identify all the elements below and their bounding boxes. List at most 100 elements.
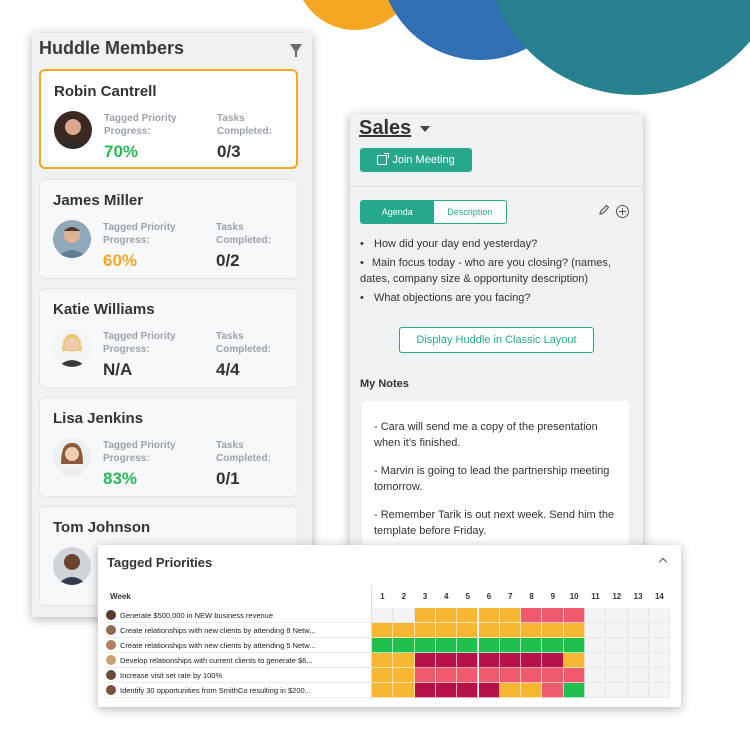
member-card-katie-williams[interactable]: Katie Williams Tagged Priority Progress: … — [39, 288, 298, 388]
priority-cell[interactable] — [563, 638, 585, 653]
filter-icon[interactable] — [290, 43, 302, 57]
priority-cell[interactable] — [563, 668, 585, 683]
priority-cell[interactable] — [563, 683, 585, 698]
chevron-down-icon[interactable] — [420, 126, 430, 132]
tab-agenda[interactable]: Agenda — [361, 201, 434, 223]
priority-row[interactable]: Create relationships with new clients by… — [106, 623, 366, 637]
priority-cell[interactable] — [478, 653, 500, 668]
priority-cell[interactable] — [457, 623, 479, 638]
priority-cell[interactable] — [542, 683, 564, 698]
priority-cell[interactable] — [478, 638, 500, 653]
chevron-up-icon[interactable] — [658, 557, 668, 567]
priority-cell[interactable] — [372, 683, 394, 698]
priority-cell[interactable] — [435, 623, 458, 638]
priority-cell[interactable] — [606, 653, 628, 668]
priority-cell[interactable] — [414, 638, 436, 653]
priority-cell[interactable] — [606, 608, 628, 623]
pencil-icon[interactable] — [598, 204, 610, 216]
priority-cell[interactable] — [393, 638, 415, 653]
join-meeting-button[interactable]: Join Meeting — [360, 148, 472, 172]
priority-cell[interactable] — [542, 608, 564, 623]
priority-cell[interactable] — [478, 683, 500, 698]
member-card-robin-cantrell[interactable]: Robin Cantrell Tagged Priority Progress: … — [39, 69, 298, 169]
priority-cell[interactable] — [585, 653, 607, 668]
priority-cell[interactable] — [414, 683, 436, 698]
priority-cell[interactable] — [435, 638, 458, 653]
priority-cell[interactable] — [585, 683, 607, 698]
priority-cell[interactable] — [372, 608, 394, 623]
priority-cell[interactable] — [606, 638, 628, 653]
priority-cell[interactable] — [414, 623, 436, 638]
priority-cell[interactable] — [542, 653, 564, 668]
priority-cell[interactable] — [499, 653, 522, 668]
priority-cell[interactable] — [648, 683, 671, 698]
priority-cell[interactable] — [585, 638, 607, 653]
priority-cell[interactable] — [606, 668, 628, 683]
priority-cell[interactable] — [606, 623, 628, 638]
priority-cell[interactable] — [435, 653, 458, 668]
priority-cell[interactable] — [372, 653, 394, 668]
priority-cell[interactable] — [648, 608, 671, 623]
priority-cell[interactable] — [478, 623, 500, 638]
priority-row[interactable]: Identify 30 opportunities from SmithCo r… — [106, 683, 366, 697]
priority-cell[interactable] — [499, 623, 522, 638]
priority-cell[interactable] — [648, 668, 671, 683]
priority-row[interactable]: Create relationships with new clients by… — [106, 638, 366, 652]
priority-cell[interactable] — [648, 638, 671, 653]
sales-title[interactable]: Sales — [359, 117, 412, 139]
priority-cell[interactable] — [457, 683, 479, 698]
priority-cell[interactable] — [393, 668, 415, 683]
priority-cell[interactable] — [393, 653, 415, 668]
priority-cell[interactable] — [457, 653, 479, 668]
notes-box[interactable]: - Cara will send me a copy of the presen… — [362, 401, 629, 550]
priority-cell[interactable] — [499, 638, 522, 653]
priority-row[interactable]: Increase visit set rate by 100% — [106, 668, 366, 682]
priority-cell[interactable] — [499, 683, 522, 698]
member-card-lisa-jenkins[interactable]: Lisa Jenkins Tagged Priority Progress: 83… — [39, 397, 298, 497]
priority-cell[interactable] — [563, 623, 585, 638]
priority-cell[interactable] — [499, 608, 522, 623]
priority-row[interactable]: Develop relationships with current clien… — [106, 653, 366, 667]
priority-cell[interactable] — [393, 683, 415, 698]
priority-cell[interactable] — [435, 668, 458, 683]
priority-cell[interactable] — [627, 638, 649, 653]
priority-cell[interactable] — [393, 623, 415, 638]
priority-cell[interactable] — [563, 653, 585, 668]
priority-cell[interactable] — [585, 668, 607, 683]
priority-cell[interactable] — [521, 638, 543, 653]
priority-cell[interactable] — [457, 638, 479, 653]
priority-cell[interactable] — [478, 668, 500, 683]
priority-row[interactable]: Generate $500,000 in NEW business revenu… — [106, 608, 366, 622]
priority-cell[interactable] — [585, 623, 607, 638]
priority-cell[interactable] — [457, 608, 479, 623]
priority-cell[interactable] — [606, 683, 628, 698]
priority-cell[interactable] — [435, 608, 458, 623]
priority-cell[interactable] — [542, 623, 564, 638]
member-card-james-miller[interactable]: James Miller Tagged Priority Progress: 60… — [39, 179, 298, 279]
priority-cell[interactable] — [585, 608, 607, 623]
priority-cell[interactable] — [627, 683, 649, 698]
priority-cell[interactable] — [627, 653, 649, 668]
priority-cell[interactable] — [648, 653, 671, 668]
priority-cell[interactable] — [414, 608, 436, 623]
priority-cell[interactable] — [521, 653, 543, 668]
priority-cell[interactable] — [372, 638, 394, 653]
priority-cell[interactable] — [542, 668, 564, 683]
priority-cell[interactable] — [435, 683, 458, 698]
priority-cell[interactable] — [521, 683, 543, 698]
priority-cell[interactable] — [478, 608, 500, 623]
add-circle-icon[interactable] — [616, 205, 629, 218]
priority-cell[interactable] — [457, 668, 479, 683]
priority-cell[interactable] — [627, 668, 649, 683]
priority-cell[interactable] — [521, 608, 543, 623]
priority-cell[interactable] — [499, 668, 522, 683]
tab-description[interactable]: Description — [433, 201, 506, 223]
priority-cell[interactable] — [627, 608, 649, 623]
priority-cell[interactable] — [372, 668, 394, 683]
priority-cell[interactable] — [414, 668, 436, 683]
priority-cell[interactable] — [563, 608, 585, 623]
priority-cell[interactable] — [393, 608, 415, 623]
priority-cell[interactable] — [627, 623, 649, 638]
priority-cell[interactable] — [648, 623, 671, 638]
classic-layout-button[interactable]: Display Huddle in Classic Layout — [399, 327, 594, 353]
